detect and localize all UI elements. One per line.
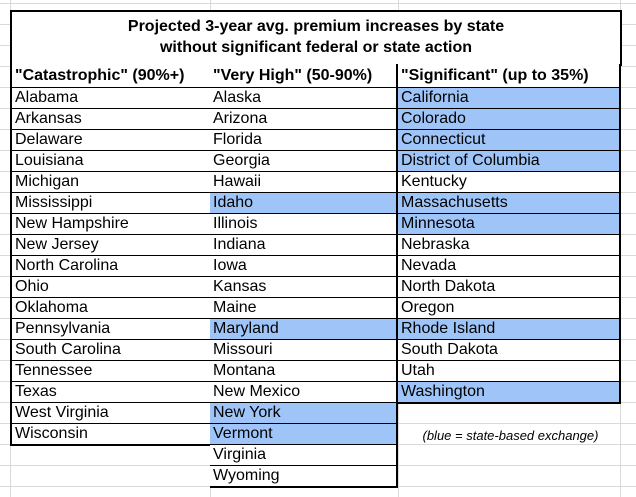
state-cell[interactable]: West Virginia [12,403,210,424]
state-cell[interactable]: Minnesota [398,214,619,235]
state-cell[interactable]: Connecticut [398,130,619,151]
column-significant: "Significant" (up to 35%) California Color… [398,64,621,404]
state-cell[interactable]: Florida [210,130,396,151]
state-cell[interactable]: Massachusetts [398,193,619,214]
state-cell[interactable]: Wyoming [213,467,280,484]
state-cell[interactable]: South Carolina [12,340,210,361]
state-cell[interactable]: Washington [398,382,619,402]
state-cell[interactable]: Montana [210,361,396,382]
state-cell[interactable]: Idaho [210,193,396,214]
state-cell[interactable]: Vermont [210,424,396,445]
state-cell[interactable]: Kansas [210,277,396,298]
state-cell[interactable]: Nebraska [398,235,619,256]
column-header[interactable]: "Catastrophic" (90%+) [12,64,210,88]
state-cell[interactable]: Illinois [210,214,396,235]
state-cell[interactable]: District of Columbia [398,151,619,172]
column-header[interactable]: "Very High" (50-90%) [210,64,396,88]
state-cell[interactable]: Georgia [210,151,396,172]
title-line-1: Projected 3-year avg. premium increases … [127,18,505,35]
state-cell[interactable]: Oklahoma [12,298,210,319]
state-cell[interactable]: South Dakota [398,340,619,361]
state-cell[interactable]: Alaska [210,88,396,109]
state-cell[interactable]: Kentucky [398,172,619,193]
column-very-high: "Very High" (50-90%) Alaska Arizona Florida… [210,64,398,488]
state-cell[interactable]: Hawaii [210,172,396,193]
state-cell[interactable]: New Jersey [12,235,210,256]
state-cell[interactable]: California [398,88,619,109]
state-cell[interactable]: Arizona [210,109,396,130]
state-cell[interactable]: Tennessee [12,361,210,382]
state-cell[interactable]: Virginia [210,445,396,466]
state-cell[interactable]: Texas [12,382,210,403]
column-header[interactable]: "Significant" (up to 35%) [398,64,619,88]
state-cell[interactable]: Ohio [12,277,210,298]
state-cell[interactable]: New Mexico [210,382,396,403]
state-cell[interactable]: Michigan [12,172,210,193]
state-cell[interactable]: Alabama [12,88,210,109]
state-cell[interactable]: Pennsylvania [12,319,210,340]
state-cell[interactable]: New York [210,403,396,424]
state-cell[interactable]: Rhode Island [398,319,619,340]
state-cell[interactable]: New Hampshire [12,214,210,235]
state-cell[interactable]: Oregon [398,298,619,319]
column-catastrophic: "Catastrophic" (90%+) Alabama Arkansas Dela… [10,64,212,446]
state-cell[interactable]: Utah [398,361,619,382]
state-cell[interactable]: Wisconsin [15,425,88,442]
state-cell[interactable]: Colorado [398,109,619,130]
state-cell[interactable]: Louisiana [12,151,210,172]
state-cell[interactable]: North Carolina [12,256,210,277]
state-cell[interactable]: Indiana [210,235,396,256]
state-cell[interactable]: Mississippi [12,193,210,214]
legend-note[interactable]: (blue = state-based exchange) [422,428,599,443]
state-cell[interactable]: Maine [210,298,396,319]
state-cell[interactable]: Missouri [210,340,396,361]
title-line-2: without significant federal or state act… [159,39,473,56]
state-cell[interactable]: North Dakota [398,277,619,298]
state-cell[interactable]: Maryland [210,319,396,340]
state-cell[interactable]: Iowa [210,256,396,277]
table-title[interactable]: Projected 3-year avg. premium increases … [10,10,622,66]
state-cell[interactable]: Delaware [12,130,210,151]
state-cell[interactable]: Nevada [398,256,619,277]
state-cell[interactable]: Arkansas [12,109,210,130]
